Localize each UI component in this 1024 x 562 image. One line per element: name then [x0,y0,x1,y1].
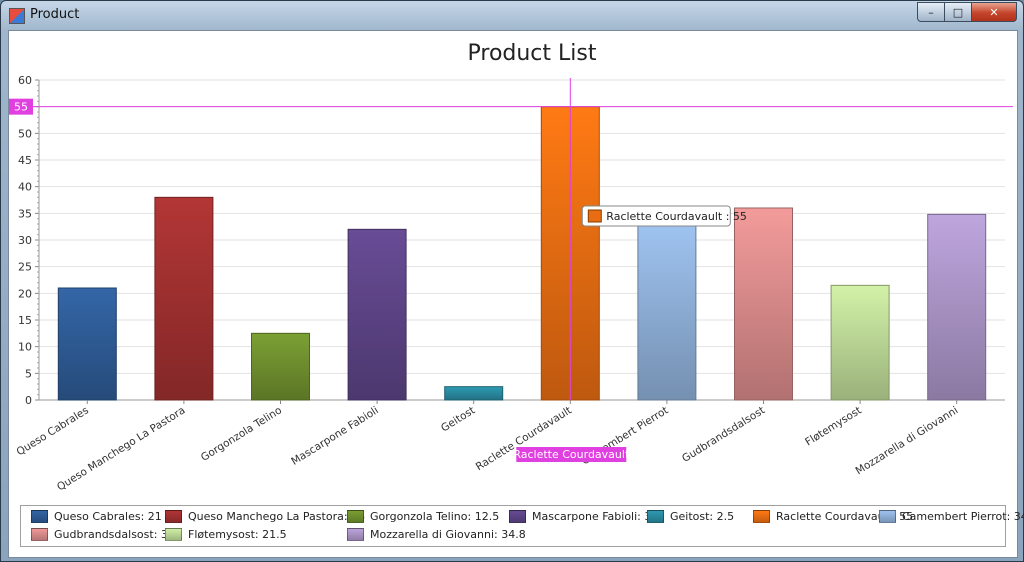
crosshair-category-label: Raclette Courdavault [513,448,630,461]
legend-item: Camembert Pierrot: 34 [879,510,1024,523]
legend-label: Gudbrandsdalsost: 36 [54,528,175,541]
legend-label: Queso Cabrales: 21 [54,510,162,523]
bar[interactable] [734,207,793,401]
chart-legend: Queso Cabrales: 21 Queso Manchego La Past… [20,505,1024,547]
y-tick-label: 40 [18,181,32,194]
app-icon [9,8,25,24]
legend-label: Queso Manchego La Pastora: 38 [188,510,366,523]
legend-swatch [347,510,364,523]
x-tick-label: Gorgonzola Telino [199,404,284,464]
legend-item: Mascarpone Fabioli: 32 [509,510,658,523]
chart-title: Product List [468,41,597,66]
bar[interactable] [927,213,987,401]
y-tick-label: 10 [18,341,32,354]
x-tick-label: Raclette Courdavault [474,404,574,473]
y-tick-label: 0 [25,394,32,407]
legend-label: Camembert Pierrot: 34 [902,510,1024,523]
tooltip-text: Raclette Courdavault : 55 [606,210,747,223]
y-tick-label: 60 [18,74,32,87]
bar[interactable] [637,218,697,401]
minimize-button[interactable]: – [917,2,945,22]
crosshair-value-label: 55 [14,101,28,114]
legend-label: Geitost: 2.5 [670,510,735,523]
x-tick-label: Mozzarella di Giovanni [854,404,961,477]
chart-control[interactable]: Product List 0 5 10 15 20 25 30 35 40 45 50 55 60 Ques… [8,30,1024,558]
legend-swatch [753,510,770,523]
legend-item: Gorgonzola Telino: 12.5 [347,510,499,523]
legend-item: Queso Cabrales: 21 [31,510,162,523]
y-tick-label: 5 [25,367,32,380]
bar[interactable] [154,196,214,401]
legend-item: Fløtemysost: 21.5 [165,528,287,541]
tooltip-box [581,205,731,227]
title-bar[interactable]: Product – □ ✕ [1,1,1023,29]
x-tick-label: Mascarpone Fabioli [289,404,380,467]
legend-item: Geitost: 2.5 [647,510,734,523]
legend-label: Gorgonzola Telino: 12.5 [370,510,500,523]
legend-label: Mascarpone Fabioli: 32 [532,510,659,523]
bar-chart[interactable]: Product List 0 5 10 15 20 25 30 35 40 45 50 55 60 Ques… [9,31,1017,557]
tooltip-swatch [587,209,602,223]
legend-item: Mozzarella di Giovanni: 34.8 [347,528,526,541]
legend-swatch [31,510,48,523]
bar[interactable] [347,228,407,401]
legend-swatch [509,510,526,523]
bar[interactable] [830,284,890,401]
x-tick-label: Geitost [439,404,477,434]
legend-swatch [165,528,182,541]
window-controls: – □ ✕ [917,2,1017,22]
crosshair-category-box [516,447,627,462]
window-title: Product [30,7,80,22]
maximize-button[interactable]: □ [945,2,972,22]
legend-label: Fløtemysost: 21.5 [188,528,287,541]
y-tick-label: 45 [18,154,32,167]
legend-label: Raclette Courdavault: 55 [776,510,914,523]
y-tick-label: 15 [18,314,32,327]
legend-swatch [31,528,48,541]
crosshair-value-box [9,98,33,115]
x-tick-label: Fløtemysost [803,404,864,448]
legend-swatch [647,510,664,523]
y-tick-label: 25 [18,261,32,274]
bar[interactable] [251,332,310,401]
y-tick-label: 50 [18,127,32,140]
legend-item: Queso Manchego La Pastora: 38 [165,510,365,523]
legend-swatch [879,510,896,523]
legend-swatch [347,528,364,541]
y-tick-label: 20 [18,287,32,300]
bar[interactable] [57,287,117,401]
y-tick-label: 30 [18,234,32,247]
x-tick-label: Queso Cabrales [14,404,90,458]
legend-swatch [165,510,182,523]
bar[interactable] [444,386,504,401]
y-tick-label: 35 [18,207,32,220]
x-tick-label: Gudbrandsdalsost [680,404,767,465]
legend-item: Raclette Courdavault: 55 [753,510,913,523]
legend-label: Mozzarella di Giovanni: 34.8 [370,528,526,541]
close-button[interactable]: ✕ [972,2,1017,22]
legend-item: Gudbrandsdalsost: 36 [31,528,175,541]
